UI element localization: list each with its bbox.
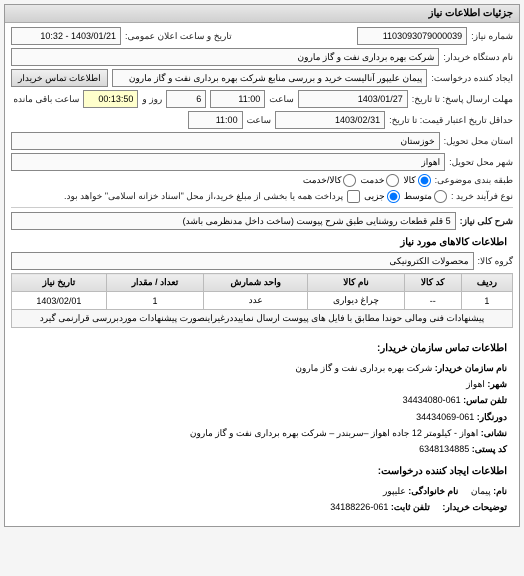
- org-label: نام سازمان خریدار:: [435, 363, 507, 373]
- requester-label: ایجاد کننده درخواست:: [431, 73, 513, 84]
- days-label: روز و: [142, 94, 162, 105]
- fax-label: دورنگار:: [477, 412, 507, 422]
- contact-city-label: شهر:: [487, 379, 507, 389]
- validity-label: حداقل تاریخ اعتبار قیمت: تا تاریخ:: [389, 115, 513, 126]
- lname-label: نام خانوادگی:: [408, 486, 458, 496]
- proc-partial-input[interactable]: [387, 190, 400, 203]
- province-input[interactable]: [11, 132, 440, 150]
- phone-value: 061-34434080: [403, 395, 461, 405]
- need-title-label: شرح کلی نیاز:: [460, 216, 513, 227]
- buyer-org-label: نام دستگاه خریدار:: [443, 52, 513, 63]
- table-note: پیشنهادات فنی ومالی حوندا مطابق با فایل …: [12, 310, 513, 328]
- col-qty: تعداد / مقدار: [106, 274, 203, 292]
- days-remaining-input[interactable]: [166, 90, 206, 108]
- buyer-org-input[interactable]: [11, 48, 439, 66]
- deadline-time-input[interactable]: [210, 90, 265, 108]
- address-label: نشانی:: [481, 428, 507, 438]
- table-note-row: پیشنهادات فنی ومالی حوندا مطابق با فایل …: [12, 310, 513, 328]
- cat-service-input[interactable]: [386, 174, 399, 187]
- category-label: طبقه بندی موضوعی:: [435, 175, 513, 186]
- table-header-row: ردیف کد کالا نام کالا واحد شمارش تعداد /…: [12, 274, 513, 292]
- cell-code: --: [404, 292, 461, 310]
- contact-city-value: اهواز: [466, 379, 485, 389]
- phone-label: تلفن تماس:: [463, 395, 507, 405]
- postal-value: 6348134885: [419, 444, 469, 454]
- province-label: استان محل تحویل:: [444, 136, 513, 147]
- cell-need-date: 1403/02/01: [12, 292, 107, 310]
- request-no-label: شماره نیاز:: [471, 31, 513, 42]
- lname-value: علیپور: [383, 486, 406, 496]
- process-note: پرداخت همه یا بخشی از مبلغ خرید،از محل "…: [64, 191, 343, 202]
- panel-header: جزئیات اطلاعات نیاز: [5, 5, 519, 23]
- contact-section2-title: اطلاعات ایجاد کننده درخواست:: [17, 463, 507, 481]
- time-remaining-input[interactable]: [83, 90, 138, 108]
- buyer-notes-label: توضیحات خریدار:: [442, 502, 507, 512]
- city-label: شهر محل تحویل:: [449, 157, 513, 168]
- postal-label: کد پستی:: [472, 444, 507, 454]
- cell-idx: 1: [461, 292, 512, 310]
- request-no-input[interactable]: [357, 27, 467, 45]
- deadline-date-input[interactable]: [298, 90, 408, 108]
- name-label: نام:: [493, 486, 507, 496]
- validity-time-input[interactable]: [188, 111, 243, 129]
- validity-date-input[interactable]: [275, 111, 385, 129]
- cell-name: چراغ دیواری: [308, 292, 404, 310]
- remaining-label: ساعت باقی مانده: [13, 94, 79, 105]
- panel-title: جزئیات اطلاعات نیاز: [429, 8, 513, 19]
- cat-both-radio[interactable]: کالا/خدمت: [303, 174, 357, 187]
- goods-section-title: اطلاعات کالاهای مورد نیاز: [11, 233, 513, 252]
- col-unit: واحد شمارش: [204, 274, 308, 292]
- cat-both-input[interactable]: [343, 174, 356, 187]
- contact-info-block: اطلاعات تماس سازمان خریدار: نام سازمان خ…: [11, 328, 513, 522]
- name-value: پیمان: [471, 486, 491, 496]
- deadline-label: مهلت ارسال پاسخ: تا تاریخ:: [412, 94, 513, 105]
- validity-time-label: ساعت: [247, 115, 272, 126]
- city-input[interactable]: [11, 153, 445, 171]
- col-name: نام کالا: [308, 274, 404, 292]
- contact-buyer-button[interactable]: اطلاعات تماس خریدار: [11, 69, 108, 87]
- col-code: کد کالا: [404, 274, 461, 292]
- proc-neg-radio[interactable]: متوسط: [404, 190, 447, 203]
- table-row[interactable]: 1 -- چراغ دیواری عدد 1 1403/02/01: [12, 292, 513, 310]
- proc-partial-radio[interactable]: جزیی: [364, 190, 400, 203]
- contact-section1-title: اطلاعات تماس سازمان خریدار:: [17, 340, 507, 358]
- need-title-input[interactable]: [11, 212, 456, 230]
- col-idx: ردیف: [461, 274, 512, 292]
- address-value: اهواز - کیلومتر 12 جاده اهواز –سربندر – …: [190, 428, 478, 438]
- goods-table: ردیف کد کالا نام کالا واحد شمارش تعداد /…: [11, 273, 513, 328]
- col-need-date: تاریخ نیاز: [12, 274, 107, 292]
- details-panel: جزئیات اطلاعات نیاز شماره نیاز: تاریخ و …: [4, 4, 520, 527]
- goods-group-input[interactable]: [11, 252, 474, 270]
- cat-goods-radio[interactable]: کالا: [403, 174, 430, 187]
- process-label: نوع فرآیند خرید :: [451, 191, 513, 202]
- cat-goods-input[interactable]: [418, 174, 431, 187]
- creator-phone-value: 061-34188226: [330, 502, 388, 512]
- announce-label: تاریخ و ساعت اعلان عمومی:: [125, 31, 232, 42]
- announce-input[interactable]: [11, 27, 121, 45]
- cat-service-radio[interactable]: خدمت: [360, 174, 399, 187]
- form-area: شماره نیاز: تاریخ و ساعت اعلان عمومی: نا…: [5, 23, 519, 526]
- proc-neg-input[interactable]: [434, 190, 447, 203]
- treasury-checkbox[interactable]: [347, 190, 360, 203]
- goods-group-label: گروه کالا:: [478, 256, 513, 267]
- fax-value: 061-34434069: [416, 412, 474, 422]
- requester-input[interactable]: [112, 69, 428, 87]
- org-value: شرکت بهره برداری نفت و گاز مارون: [295, 363, 432, 373]
- cell-qty: 1: [106, 292, 203, 310]
- cell-unit: عدد: [204, 292, 308, 310]
- deadline-time-label: ساعت: [269, 94, 294, 105]
- creator-phone-label: تلفن ثابت:: [391, 502, 430, 512]
